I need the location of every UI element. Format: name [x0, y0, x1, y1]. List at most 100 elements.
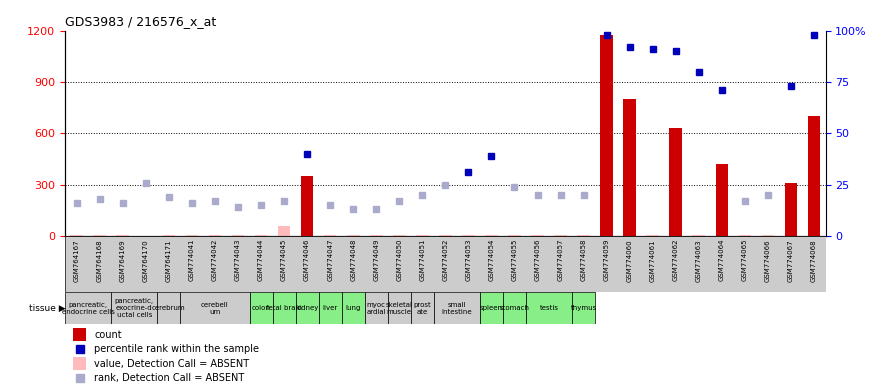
Text: GSM774055: GSM774055	[512, 239, 517, 281]
Text: GSM774044: GSM774044	[258, 239, 264, 281]
Bar	[623, 99, 636, 236]
Text: GSM764171: GSM764171	[166, 239, 172, 281]
Text: GSM764170: GSM764170	[143, 239, 149, 281]
Text: GSM764169: GSM764169	[120, 239, 126, 281]
Bar	[255, 235, 268, 236]
Text: small
intestine: small intestine	[441, 302, 472, 314]
Bar	[186, 235, 198, 236]
Bar	[278, 226, 290, 236]
Bar	[693, 235, 705, 236]
Text: GSM774047: GSM774047	[327, 239, 333, 281]
Bar	[249, 292, 273, 324]
Text: kidney: kidney	[295, 305, 319, 311]
Text: GSM774061: GSM774061	[650, 239, 656, 281]
Text: myoc
ardial: myoc ardial	[367, 302, 386, 314]
Bar	[669, 128, 682, 236]
Text: prost
ate: prost ate	[414, 302, 431, 314]
Text: GSM774043: GSM774043	[235, 239, 241, 281]
Text: cerebell
um: cerebell um	[201, 302, 229, 314]
Bar	[577, 235, 590, 236]
Bar	[209, 235, 222, 236]
Text: GSM774059: GSM774059	[604, 239, 610, 281]
Bar	[434, 292, 480, 324]
Text: GSM774048: GSM774048	[350, 239, 356, 281]
Bar	[572, 292, 595, 324]
Text: pancreatic,
exocrine-d
uctal cells: pancreatic, exocrine-d uctal cells	[115, 298, 154, 318]
Bar	[647, 235, 659, 236]
Bar	[554, 235, 567, 236]
Text: GSM774051: GSM774051	[420, 239, 425, 281]
Text: GSM774054: GSM774054	[488, 239, 494, 281]
Bar	[342, 292, 365, 324]
Bar	[93, 235, 106, 236]
Bar	[480, 292, 503, 324]
Bar	[761, 235, 774, 236]
Text: GSM774049: GSM774049	[374, 239, 379, 281]
Text: GSM774058: GSM774058	[580, 239, 587, 281]
Text: GSM774045: GSM774045	[281, 239, 287, 281]
Text: GSM764168: GSM764168	[96, 239, 103, 281]
Text: GSM774057: GSM774057	[558, 239, 564, 281]
Text: spleen: spleen	[480, 305, 503, 311]
Text: tissue ▶: tissue ▶	[29, 304, 65, 313]
Bar	[715, 164, 728, 236]
Text: GSM774065: GSM774065	[742, 239, 748, 281]
Bar	[807, 116, 820, 236]
Text: GSM774068: GSM774068	[811, 239, 817, 281]
Bar	[319, 292, 342, 324]
Text: GSM774064: GSM774064	[719, 239, 725, 281]
Bar	[347, 235, 360, 236]
Text: percentile rank within the sample: percentile rank within the sample	[94, 344, 259, 354]
Text: GSM774066: GSM774066	[765, 239, 771, 281]
Text: fetal brain: fetal brain	[266, 305, 302, 311]
Text: GSM774041: GSM774041	[189, 239, 195, 281]
Bar	[295, 292, 319, 324]
Text: colon: colon	[252, 305, 270, 311]
Text: GSM774046: GSM774046	[304, 239, 310, 281]
Text: testis: testis	[540, 305, 559, 311]
Bar	[600, 35, 613, 236]
Text: GSM774056: GSM774056	[534, 239, 541, 281]
Bar	[416, 235, 428, 236]
Bar	[485, 235, 498, 236]
Bar	[116, 235, 129, 236]
Bar	[785, 183, 798, 236]
Text: skeletal
muscle: skeletal muscle	[386, 302, 413, 314]
Bar	[503, 292, 526, 324]
Bar	[273, 292, 295, 324]
Bar	[462, 235, 474, 236]
Bar	[70, 235, 83, 236]
Bar	[526, 292, 572, 324]
Text: pancreatic,
endocrine cells: pancreatic, endocrine cells	[62, 302, 115, 314]
Text: count: count	[94, 330, 122, 340]
Text: value, Detection Call = ABSENT: value, Detection Call = ABSENT	[94, 359, 249, 369]
Bar	[111, 292, 157, 324]
Bar	[393, 235, 406, 236]
Text: GSM764167: GSM764167	[74, 239, 80, 281]
Text: GSM774053: GSM774053	[466, 239, 471, 281]
Text: GSM774050: GSM774050	[396, 239, 402, 281]
Bar	[370, 235, 382, 236]
Bar	[181, 292, 249, 324]
Bar	[163, 235, 176, 236]
Bar	[531, 235, 544, 236]
Text: cerebrum: cerebrum	[152, 305, 186, 311]
Bar	[439, 235, 452, 236]
Bar	[508, 235, 521, 236]
Bar	[65, 292, 111, 324]
Bar	[739, 235, 751, 236]
Bar	[73, 328, 86, 341]
Bar	[324, 235, 336, 236]
Text: GSM774042: GSM774042	[212, 239, 218, 281]
Bar	[73, 357, 86, 369]
Bar	[301, 176, 314, 236]
Text: GSM774067: GSM774067	[788, 239, 794, 281]
Text: lung: lung	[346, 305, 361, 311]
Text: GSM774063: GSM774063	[696, 239, 702, 281]
Bar	[388, 292, 411, 324]
Bar	[365, 292, 388, 324]
Bar	[232, 235, 244, 236]
Text: thymus: thymus	[570, 305, 597, 311]
Bar	[157, 292, 181, 324]
Text: rank, Detection Call = ABSENT: rank, Detection Call = ABSENT	[94, 373, 244, 383]
